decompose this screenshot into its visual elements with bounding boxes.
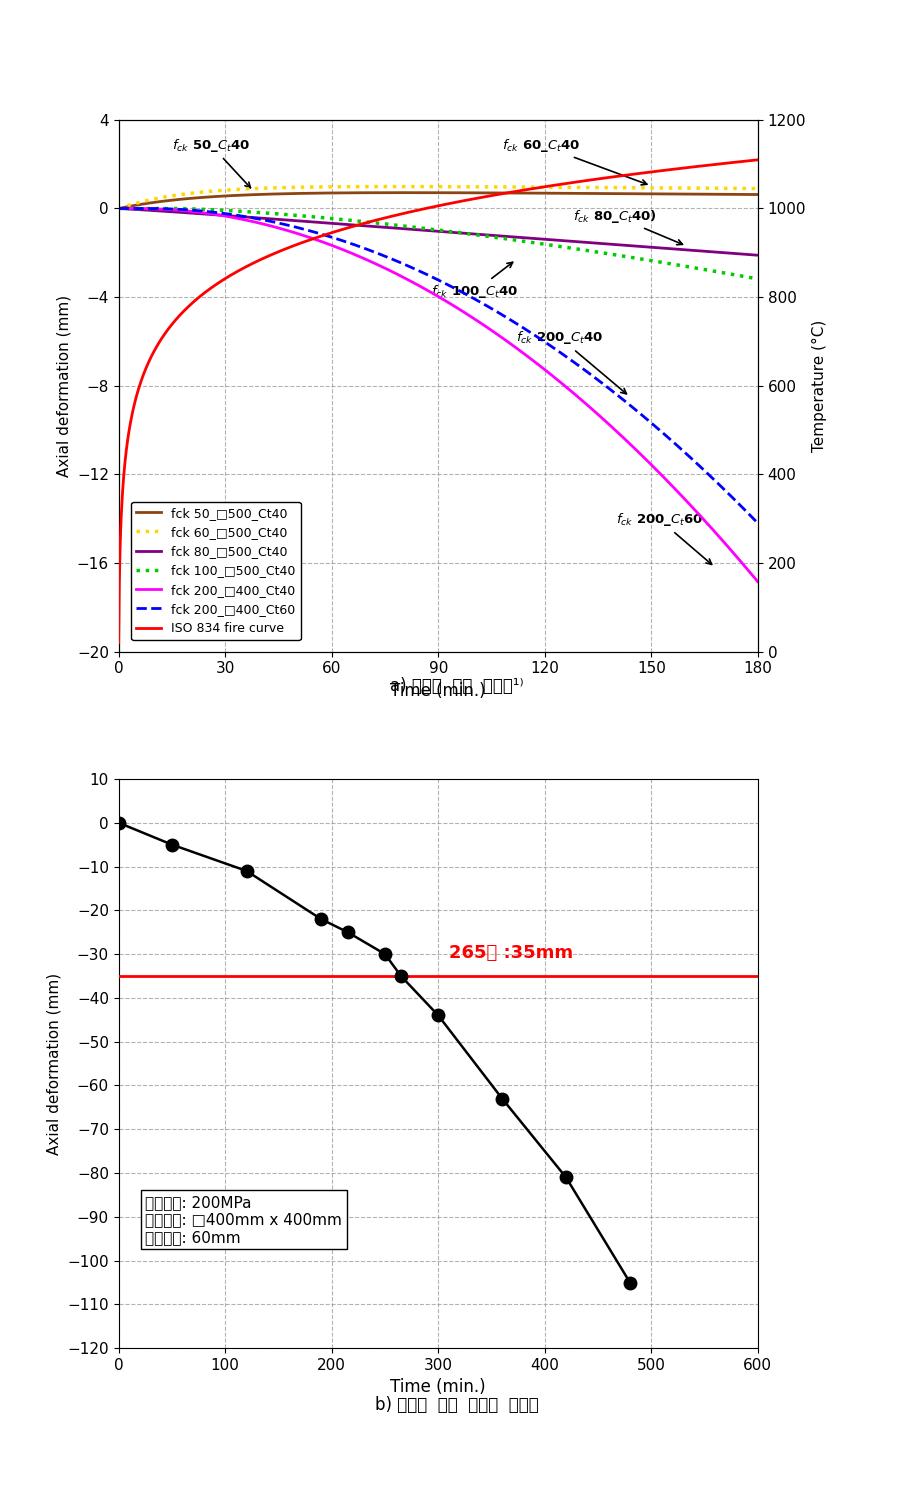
- Text: $f_{ck}$ 200_$C_t$60: $f_{ck}$ 200_$C_t$60: [615, 511, 711, 565]
- Text: $f_{ck}$ 200_$C_t$40: $f_{ck}$ 200_$C_t$40: [517, 330, 626, 394]
- Y-axis label: Axial deformation (mm): Axial deformation (mm): [57, 295, 71, 476]
- Text: b) 시간에  따른  수축량  예상치: b) 시간에 따른 수축량 예상치: [374, 1396, 539, 1414]
- Text: $f_{ck}$ 60_$C_t$40: $f_{ck}$ 60_$C_t$40: [502, 136, 647, 184]
- Text: $f_{ck}$ 80_$C_t$40): $f_{ck}$ 80_$C_t$40): [573, 208, 683, 244]
- Text: $f_{ck}$ 50_$C_t$40: $f_{ck}$ 50_$C_t$40: [172, 136, 250, 187]
- Legend: fck 50_□500_Ct40, fck 60_□500_Ct40, fck 80_□500_Ct40, fck 100_□500_Ct40, fck 200: fck 50_□500_Ct40, fck 60_□500_Ct40, fck …: [131, 502, 300, 640]
- Text: 압축강도: 200MPa
단면치수: □400mm x 400mm
피복두께: 60mm: 압축강도: 200MPa 단면치수: □400mm x 400mm 피복두께: …: [145, 1195, 342, 1245]
- Text: $f_{ck}$ 100_$C_t$40: $f_{ck}$ 100_$C_t$40: [431, 262, 519, 300]
- Text: 265분 :35mm: 265분 :35mm: [449, 945, 573, 963]
- X-axis label: Time (min.): Time (min.): [391, 682, 486, 700]
- Y-axis label: Temperature (°C): Temperature (°C): [812, 319, 826, 452]
- X-axis label: Time (min.): Time (min.): [391, 1378, 486, 1396]
- Y-axis label: Axial deformation (mm): Axial deformation (mm): [47, 972, 62, 1155]
- Text: a) 강도에  따른  수축량¹⁾: a) 강도에 따른 수축량¹⁾: [390, 677, 523, 695]
